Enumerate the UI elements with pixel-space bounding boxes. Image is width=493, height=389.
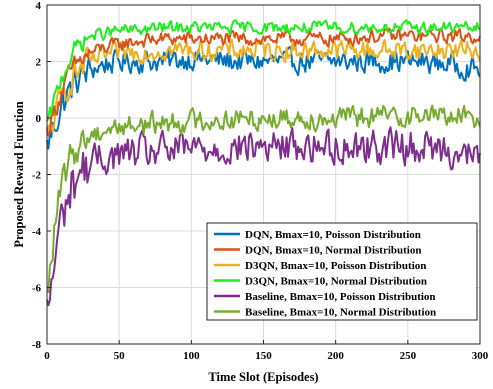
- legend: DQN, Bmax=10, Poisson Distribution DQN, B…: [206, 222, 478, 321]
- series-group: [46, 19, 481, 307]
- legend-entry: DQN, Bmax=10, Normal Distribution: [245, 245, 421, 257]
- x-tick-label: 300: [472, 350, 489, 362]
- series-line: [46, 126, 481, 307]
- y-tick-label: 4: [36, 0, 42, 12]
- y-tick-label: 0: [36, 113, 42, 125]
- x-tick-label: 200: [327, 350, 344, 362]
- y-tick-label: -4: [32, 226, 42, 238]
- legend-entry: Baseline, Bmax=10, Normal Distribution: [245, 307, 436, 319]
- series-line: [46, 19, 481, 122]
- series-line: [46, 27, 481, 137]
- legend-entry: D3QN, Bmax=10, Poisson Distribution: [245, 260, 426, 272]
- legend-entry: D3QN, Bmax=10, Normal Distribution: [245, 276, 427, 288]
- legend-box: [206, 222, 478, 321]
- series-line: [46, 38, 481, 134]
- x-tick-label: 100: [183, 350, 200, 362]
- y-axis-label: Proposed Reward Function: [12, 101, 26, 247]
- x-tick-label: 150: [255, 350, 272, 362]
- legend-entry: Baseline, Bmax=10, Poisson Distribution: [245, 291, 436, 303]
- ticks: 0 50 100 150 200 250 300 -8 -6 -4 -2 0 2 4: [32, 0, 489, 362]
- x-tick-label: 0: [44, 350, 50, 362]
- x-tick-label: 50: [114, 350, 126, 362]
- series-line: [46, 46, 481, 150]
- y-tick-label: -6: [32, 283, 42, 295]
- x-axis-label: Time Slot (Episodes): [208, 370, 318, 384]
- legend-entry: DQN, Bmax=10, Poisson Distribution: [245, 229, 421, 241]
- y-tick-label: 2: [36, 57, 42, 69]
- x-tick-label: 250: [400, 350, 417, 362]
- series-line: [46, 104, 481, 294]
- y-tick-label: -8: [32, 339, 42, 351]
- y-tick-label: -2: [32, 170, 42, 182]
